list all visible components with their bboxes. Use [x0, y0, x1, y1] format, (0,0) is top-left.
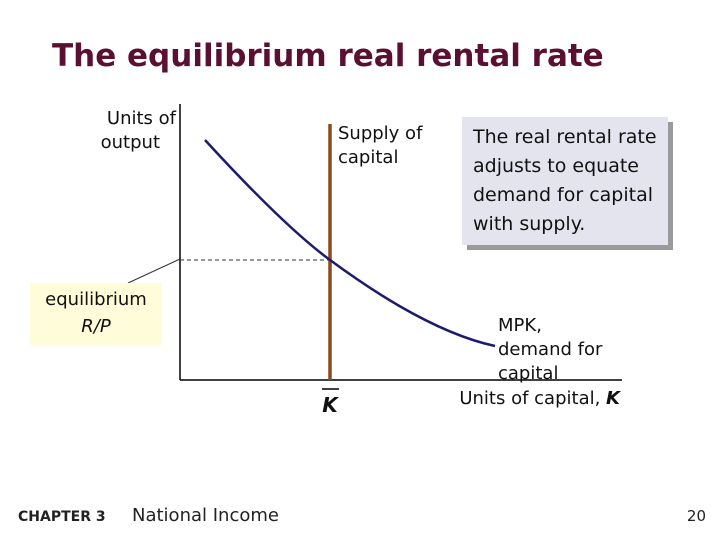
- demand-label-line: MPK,: [498, 315, 542, 336]
- y-axis-label: Units of output: [101, 108, 177, 153]
- footer-page: 20: [687, 507, 706, 525]
- demand-label-line: capital: [498, 363, 558, 384]
- x-axis-label-text: Units of capital,: [459, 388, 606, 409]
- footer-chapter: CHAPTER 3: [18, 509, 106, 525]
- equilibrium-label: equilibrium: [45, 289, 147, 310]
- supply-label-line: Supply of: [338, 123, 423, 144]
- y-axis-label-line: output: [101, 132, 160, 153]
- demand-curve: [204, 139, 496, 348]
- callout-line: The real rental rate: [472, 126, 657, 148]
- supply-label: Supply of capital: [338, 123, 423, 168]
- equilibrium-pointer: [127, 258, 181, 284]
- y-axis-label-line: Units of: [107, 108, 177, 129]
- k-bar-label: K: [322, 393, 339, 417]
- demand-label: MPK, demand for capital: [498, 315, 603, 384]
- footer-section: National Income: [132, 505, 279, 526]
- callout-box: [462, 117, 668, 245]
- equilibrium-box: [30, 283, 162, 345]
- slide-title: The equilibrium real rental rate: [52, 38, 604, 74]
- x-axis-label-symbol: K: [606, 388, 622, 409]
- callout-line: with supply.: [473, 213, 585, 235]
- x-axis-label: Units of capital, K: [459, 388, 622, 409]
- demand-label-line: demand for: [498, 339, 603, 360]
- callout-text: The real rental rate adjusts to equate dem…: [472, 126, 657, 235]
- callout-line: demand for capital: [473, 184, 653, 206]
- supply-label-line: capital: [338, 147, 398, 168]
- equilibrium-symbol: R/P: [81, 316, 111, 337]
- callout-line: adjusts to equate: [473, 155, 639, 177]
